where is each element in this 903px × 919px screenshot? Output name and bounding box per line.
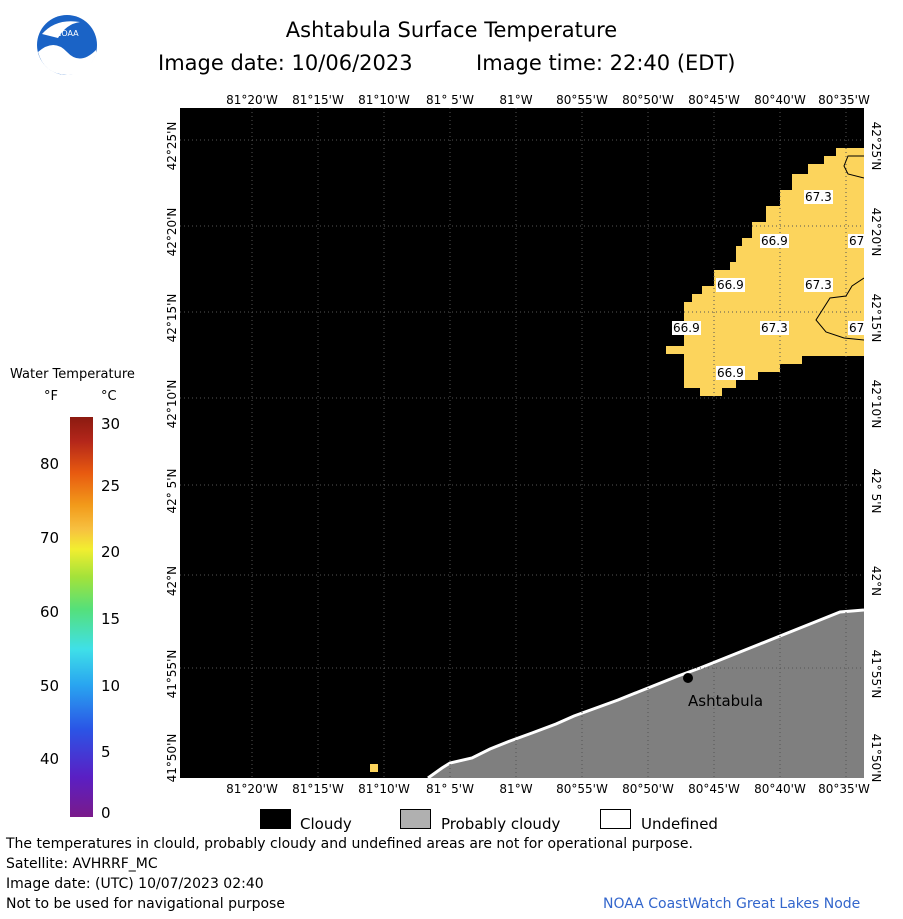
navigation-warning: Not to be used for navigational purpose <box>6 896 285 912</box>
key-cloudy-swatch <box>260 809 291 829</box>
legend-title: Water Temperature <box>10 367 135 382</box>
utc-date: Image date: (UTC) 10/07/2023 02:40 <box>6 876 264 892</box>
lon-label-bottom: 81° 5'W <box>426 782 474 796</box>
c-tick: 10 <box>101 677 121 695</box>
c-tick: 25 <box>101 477 121 495</box>
key-cloudy-label: Cloudy <box>300 815 352 833</box>
key-probably-cloudy-swatch <box>400 809 431 829</box>
lat-label-left: 42°25'N <box>165 121 179 171</box>
lat-label-left: 42°15'N <box>165 293 179 343</box>
land-region <box>428 610 864 778</box>
lon-label-top: 80°50'W <box>622 93 674 107</box>
lon-label-bottom: 80°45'W <box>688 782 740 796</box>
map-svg <box>180 108 864 778</box>
temperature-colorbar <box>70 417 93 817</box>
lat-label-right: 42°15'N <box>869 293 883 343</box>
temp-label: 66.9 <box>672 321 701 335</box>
lon-label-bottom: 80°40'W <box>754 782 806 796</box>
temp-label: 67 <box>848 234 864 248</box>
temp-label: 66.9 <box>716 278 745 292</box>
isotherm-contour <box>815 155 864 341</box>
lat-label-right: 42°10'N <box>869 379 883 429</box>
disclaimer: The temperatures in clould, probably clo… <box>6 836 693 852</box>
lon-label-top: 80°45'W <box>688 93 740 107</box>
lon-label-bottom: 80°55'W <box>556 782 608 796</box>
lat-label-right: 42°20'N <box>869 207 883 257</box>
lat-label-right: 41°50'N <box>869 733 883 783</box>
lon-label-top: 81°W <box>499 93 533 107</box>
f-tick: 70 <box>40 529 60 547</box>
key-undefined-label: Undefined <box>641 815 718 833</box>
lon-label-top: 81°20'W <box>226 93 278 107</box>
lat-label-right: 42°25'N <box>869 121 883 171</box>
lat-label-right: 42° 5'N <box>869 468 883 514</box>
water-temperature-region <box>666 148 864 396</box>
key-probably-cloudy-label: Probably cloudy <box>441 815 561 833</box>
unit-celsius: °C <box>101 389 117 404</box>
lon-label-top: 80°35'W <box>818 93 870 107</box>
page-title: Ashtabula Surface Temperature <box>285 18 618 42</box>
lon-label-top: 81° 5'W <box>426 93 474 107</box>
noaa-logo: NOAA <box>37 15 97 76</box>
credit: NOAA CoastWatch Great Lakes Node <box>603 896 861 912</box>
unit-fahrenheit: °F <box>44 389 58 404</box>
lon-label-top: 80°55'W <box>556 93 608 107</box>
temp-label: 67.3 <box>760 321 789 335</box>
f-tick: 60 <box>40 603 60 621</box>
image-date: Image date: 10/06/2023 <box>158 51 413 75</box>
lon-label-bottom: 80°50'W <box>622 782 674 796</box>
city-marker <box>683 673 693 683</box>
satellite: Satellite: AVHRRF_MC <box>6 856 158 872</box>
c-tick: 0 <box>101 804 111 822</box>
c-tick: 20 <box>101 543 121 561</box>
temp-label: 66.9 <box>716 366 745 380</box>
temp-label: 67 <box>848 321 864 335</box>
temp-label: 66.9 <box>760 234 789 248</box>
temp-label: 67.3 <box>804 278 833 292</box>
lat-label-left: 41°55'N <box>165 649 179 699</box>
f-tick: 80 <box>40 455 60 473</box>
lon-label-top: 81°10'W <box>358 93 410 107</box>
c-tick: 15 <box>101 610 121 628</box>
lon-label-top: 81°15'W <box>292 93 344 107</box>
map-area: 67.3 66.9 67 66.9 67.3 66.9 67.3 67 66.9… <box>180 108 864 778</box>
lat-label-left: 42°10'N <box>165 379 179 429</box>
image-time: Image time: 22:40 (EDT) <box>476 51 736 75</box>
f-tick: 40 <box>40 750 60 768</box>
lon-label-bottom: 81°15'W <box>292 782 344 796</box>
lon-label-bottom: 81°20'W <box>226 782 278 796</box>
coastline <box>427 608 864 778</box>
temp-label: 67.3 <box>804 190 833 204</box>
f-tick: 50 <box>40 677 60 695</box>
city-label: Ashtabula <box>688 692 764 710</box>
isolated-pixel <box>370 764 378 772</box>
lat-label-left: 42° 5'N <box>165 468 179 514</box>
lon-label-bottom: 80°35'W <box>818 782 870 796</box>
lat-label-left: 42°20'N <box>165 207 179 257</box>
lon-label-bottom: 81°W <box>499 782 533 796</box>
lon-label-top: 80°40'W <box>754 93 806 107</box>
lon-label-bottom: 81°10'W <box>358 782 410 796</box>
c-tick: 5 <box>101 743 111 761</box>
logo-text: NOAA <box>55 29 79 38</box>
lat-label-right: 42°N <box>869 565 883 597</box>
lat-label-left: 41°50'N <box>165 733 179 783</box>
c-tick: 30 <box>101 415 121 433</box>
lat-label-left: 42°N <box>165 565 179 597</box>
key-undefined-swatch <box>600 809 631 829</box>
lat-label-right: 41°55'N <box>869 649 883 699</box>
